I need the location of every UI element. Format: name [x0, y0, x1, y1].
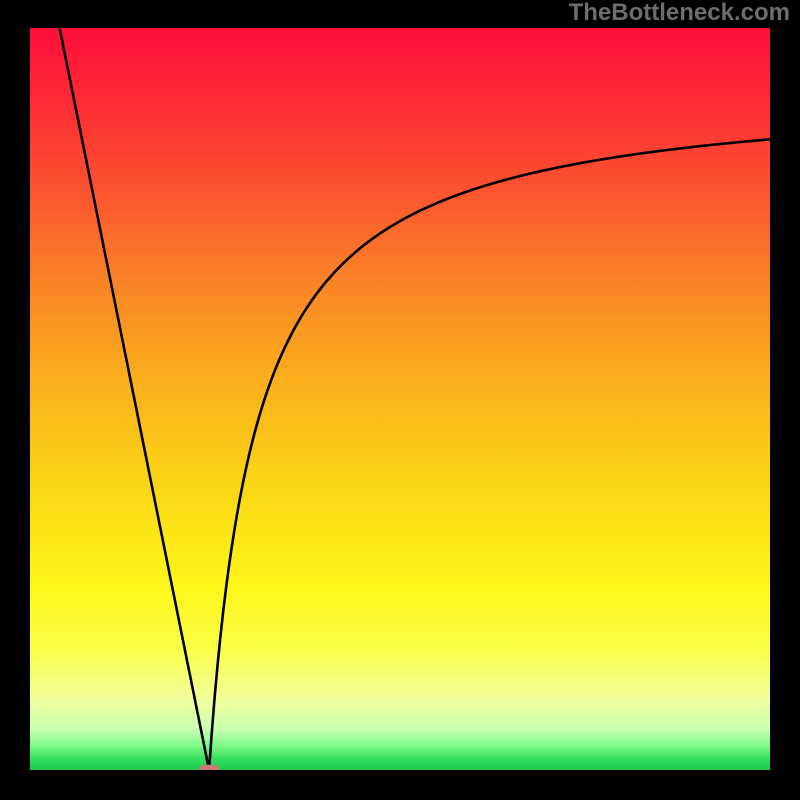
bottleneck-chart: TheBottleneck.com — [0, 0, 800, 800]
watermark-text: TheBottleneck.com — [569, 0, 790, 26]
